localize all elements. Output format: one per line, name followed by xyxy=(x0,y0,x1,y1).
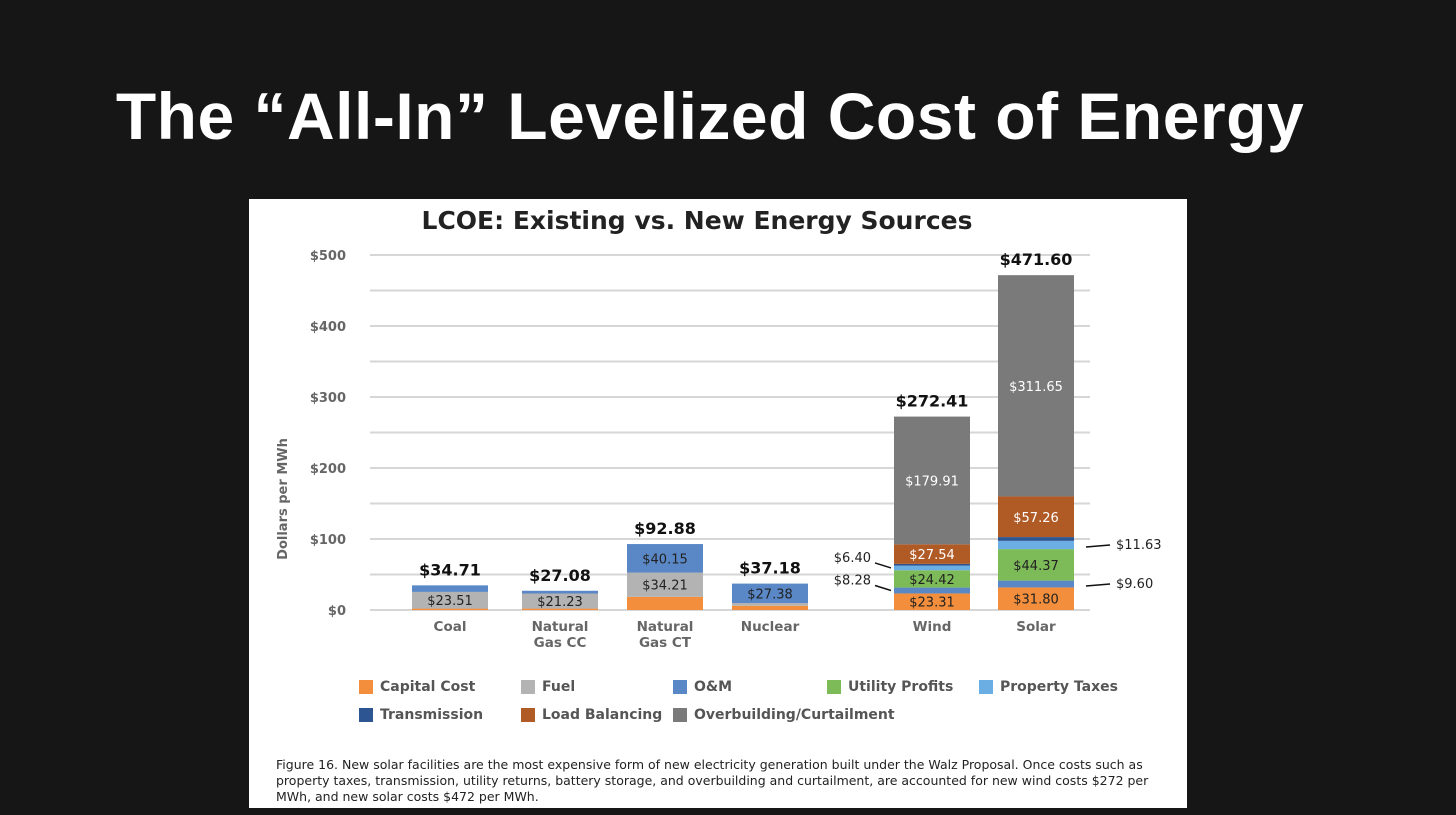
total-label: $37.18 xyxy=(739,559,801,578)
y-tick-label: $0 xyxy=(328,604,346,619)
x-tick-label: Gas CT xyxy=(639,635,692,651)
slide-title: The “All-In” Levelized Cost of Energy xyxy=(115,79,1305,153)
segment-label: $21.23 xyxy=(537,595,583,610)
bar-segment-capital-cost xyxy=(412,608,488,610)
legend-swatch xyxy=(521,680,535,694)
bar-segment-property-taxes xyxy=(894,565,970,571)
bar-segment-overbuilding-curtailment xyxy=(894,416,970,545)
bar-segment-transmission xyxy=(894,563,970,566)
legend-label: Load Balancing xyxy=(542,707,663,723)
bar-segment-o-m xyxy=(894,587,970,594)
x-tick-label: Natural xyxy=(532,619,589,635)
legend-item: Overbuilding/Curtailment xyxy=(673,707,895,723)
bar-segment-o-m xyxy=(998,580,1074,588)
legend-label: Property Taxes xyxy=(1000,679,1118,695)
legend-swatch xyxy=(979,680,993,694)
legend-label: Capital Cost xyxy=(380,679,476,695)
x-tick-label: Coal xyxy=(434,619,467,635)
x-tick-label: Nuclear xyxy=(741,619,800,635)
bar-segment-o-m xyxy=(627,544,703,573)
bar-segment-fuel xyxy=(522,593,598,609)
x-tick-label: Solar xyxy=(1016,619,1056,635)
segment-label: $179.91 xyxy=(905,474,959,489)
bar-segment-fuel xyxy=(412,591,488,609)
bar-segment-load-balancing xyxy=(894,544,970,564)
segment-label: $40.15 xyxy=(642,552,688,567)
legend-item: Transmission xyxy=(359,707,483,723)
bar-segment-utility-profits xyxy=(998,549,1074,581)
segment-label: $27.38 xyxy=(747,587,793,602)
annotation-label: $8.28 xyxy=(834,574,871,589)
legend-item: Utility Profits xyxy=(827,679,953,695)
legend-item: Capital Cost xyxy=(359,679,475,695)
y-tick-label: $400 xyxy=(310,320,346,335)
segment-label: $31.80 xyxy=(1013,593,1059,608)
legend-label: Transmission xyxy=(380,707,484,723)
legend-item: O&M xyxy=(673,679,732,695)
bar-segment-o-m xyxy=(412,585,488,592)
legend-swatch xyxy=(521,708,535,722)
bar-segment-property-taxes xyxy=(998,540,1074,550)
bar-segment-load-balancing xyxy=(998,496,1074,538)
annotation-label: $9.60 xyxy=(1116,577,1153,592)
x-tick-label: Natural xyxy=(637,619,694,635)
bar-segment-fuel xyxy=(627,572,703,597)
y-tick-label: $300 xyxy=(310,391,346,406)
segment-label: $57.26 xyxy=(1013,511,1059,526)
annotation-leader xyxy=(874,562,892,569)
legend-swatch xyxy=(673,708,687,722)
annotation-leader xyxy=(874,584,892,592)
chart-title: LCOE: Existing vs. New Energy Sources xyxy=(422,206,973,235)
total-label: $471.60 xyxy=(1000,250,1073,269)
legend-swatch xyxy=(359,708,373,722)
y-tick-label: $100 xyxy=(310,533,346,548)
total-label: $92.88 xyxy=(634,519,696,538)
segment-label: $24.42 xyxy=(909,573,955,588)
segment-label: $44.37 xyxy=(1013,559,1059,574)
segment-label: $311.65 xyxy=(1009,380,1063,395)
bar-segment-capital-cost xyxy=(522,608,598,610)
bar-segment-fuel xyxy=(732,603,808,606)
annotation-label: $6.40 xyxy=(834,551,871,566)
bar-segment-overbuilding-curtailment xyxy=(998,275,1074,497)
legend-item: Fuel xyxy=(521,679,575,695)
segment-label: $34.21 xyxy=(642,579,688,594)
total-label: $27.08 xyxy=(529,566,591,585)
legend-label: Overbuilding/Curtailment xyxy=(694,707,895,723)
segment-label: $23.31 xyxy=(909,596,955,611)
y-tick-label: $200 xyxy=(310,462,346,477)
bar-segment-o-m xyxy=(732,583,808,604)
annotation-label: $11.63 xyxy=(1116,538,1162,553)
bar-segment-transmission xyxy=(998,537,1074,541)
bar-segment-utility-profits xyxy=(894,570,970,588)
x-tick-label: Wind xyxy=(913,619,952,635)
y-axis-label: Dollars per MWh xyxy=(276,438,291,560)
legend-label: Utility Profits xyxy=(848,679,954,695)
legend-item: Property Taxes xyxy=(979,679,1118,695)
bar-segment-capital-cost xyxy=(732,605,808,610)
bar-segment-capital-cost xyxy=(894,593,970,610)
total-label: $34.71 xyxy=(419,560,481,579)
total-label: $272.41 xyxy=(896,392,969,411)
lcoe-chart: LCOE: Existing vs. New Energy Sources Do… xyxy=(276,206,1162,651)
chart-panel: LCOE: Existing vs. New Energy Sources Do… xyxy=(249,199,1187,808)
bar-segment-capital-cost xyxy=(998,587,1074,610)
legend-label: O&M xyxy=(694,679,733,695)
legend-swatch xyxy=(827,680,841,694)
annotation-leader xyxy=(1085,583,1111,587)
legend-swatch xyxy=(673,680,687,694)
legend-item: Load Balancing xyxy=(521,707,662,723)
bar-segment-o-m xyxy=(522,590,598,594)
x-tick-label: Gas CC xyxy=(534,635,587,651)
segment-label: $27.54 xyxy=(909,548,955,563)
legend-swatch xyxy=(359,680,373,694)
y-tick-label: $500 xyxy=(310,249,346,264)
legend-label: Fuel xyxy=(542,679,576,695)
annotation-leader xyxy=(1085,544,1111,548)
segment-label: $23.51 xyxy=(427,594,473,609)
bar-segment-capital-cost xyxy=(627,596,703,610)
figure-caption: Figure 16. New solar facilities are the … xyxy=(276,757,1149,804)
